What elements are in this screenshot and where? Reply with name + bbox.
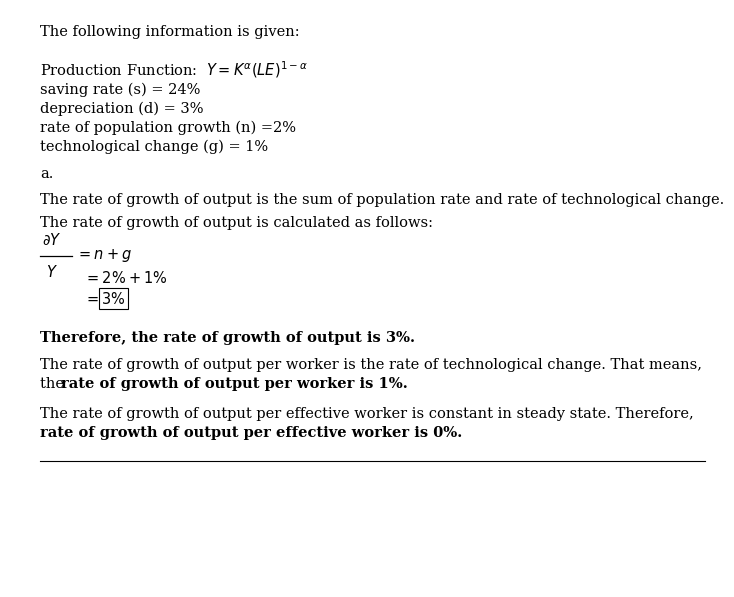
Text: The rate of growth of output is calculated as follows:: The rate of growth of output is calculat…: [40, 216, 433, 230]
Text: The following information is given:: The following information is given:: [40, 25, 300, 39]
Text: $\partial Y$: $\partial Y$: [42, 232, 62, 248]
Text: The rate of growth of output per effective worker is constant in steady state. T: The rate of growth of output per effecti…: [40, 407, 694, 421]
Text: Production Function:  $Y = K^{\alpha}\left(LE\right)^{1-\alpha}$: Production Function: $Y = K^{\alpha}\lef…: [40, 60, 308, 81]
Text: depreciation (d) = 3%: depreciation (d) = 3%: [40, 101, 204, 116]
Text: Therefore, the rate of growth of output is 3%.: Therefore, the rate of growth of output …: [40, 331, 415, 344]
Text: a.: a.: [40, 167, 54, 181]
Text: rate of population growth (n) =2%: rate of population growth (n) =2%: [40, 121, 297, 135]
Text: rate of growth of output per effective worker is 0%.: rate of growth of output per effective w…: [40, 426, 462, 440]
Text: rate of growth of output per worker is 1%.: rate of growth of output per worker is 1…: [61, 377, 407, 391]
Text: saving rate (s) = 24%: saving rate (s) = 24%: [40, 82, 200, 97]
Text: technological change (g) = 1%: technological change (g) = 1%: [40, 140, 269, 154]
Text: The rate of growth of output per worker is the rate of technological change. Tha: The rate of growth of output per worker …: [40, 358, 702, 372]
Text: $=$: $=$: [84, 291, 100, 306]
Text: the: the: [40, 377, 69, 391]
Text: $Y$: $Y$: [46, 264, 58, 280]
Text: $= n + g$: $= n + g$: [76, 247, 131, 264]
Text: The rate of growth of output is the sum of population rate and rate of technolog: The rate of growth of output is the sum …: [40, 193, 724, 207]
Text: $= 2\% + 1\%$: $= 2\% + 1\%$: [84, 270, 168, 285]
Text: $3\%$: $3\%$: [101, 291, 126, 306]
